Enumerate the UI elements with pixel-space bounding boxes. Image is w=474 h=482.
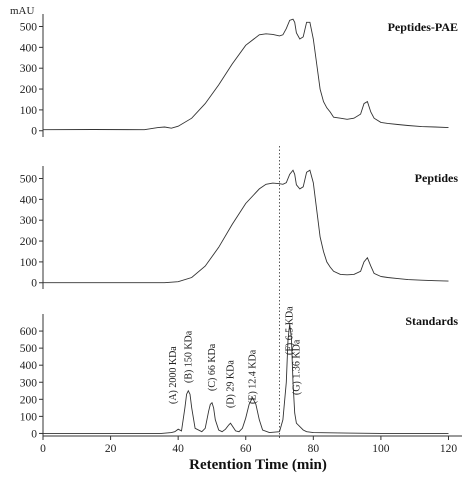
x-tick-label: 40 (172, 443, 184, 455)
chromatogram-trace (43, 169, 449, 284)
y-tick-label: 200 (20, 84, 38, 96)
peak-annotation: (G) 1.36 KDa (291, 339, 302, 395)
chromatogram-trace (42, 18, 449, 131)
x-tick-label: 80 (308, 443, 320, 455)
y-tick-label: 400 (20, 42, 38, 54)
y-tick-label: 500 (20, 22, 38, 34)
y-tick-label: 500 (20, 174, 38, 186)
chromatogram-trace (43, 324, 449, 434)
y-tick-label: 400 (20, 194, 38, 206)
peak-annotation: (B) 150 KDa (183, 330, 194, 383)
y-tick-label: 600 (20, 326, 38, 338)
x-tick-label: 0 (40, 443, 46, 455)
y-tick-label: 300 (20, 377, 38, 389)
panel-title: Peptides-PAE (388, 20, 458, 34)
panel-peptides: Peptides 0 100 200 300 400 500 (20, 166, 459, 290)
x-tick-label: 20 (105, 443, 117, 455)
panel-peptides-pae: Peptides-PAE 0 100 200 300 400 500 (20, 14, 458, 138)
panel-title: Standards (405, 314, 458, 328)
y-tick-label: 200 (20, 394, 38, 406)
y-tick-label: 500 (20, 343, 38, 355)
y-tick-label: 200 (20, 236, 38, 248)
peak-annotation: (D) 29 KDa (226, 360, 237, 408)
x-tick-label: 100 (372, 443, 390, 455)
peak-annotation: (C) 66 KDa (207, 343, 218, 391)
peak-annotation: (F) 6.5 KDa (285, 306, 296, 355)
peak-annotation: (A) 2000 KDa (168, 346, 179, 404)
y-tick-label: 0 (31, 428, 37, 440)
panel-title: Peptides (415, 171, 459, 185)
y-tick-label: 100 (20, 411, 38, 423)
x-tick-label: 120 (440, 443, 458, 455)
y-tick-label: 0 (31, 278, 37, 290)
y-tick-label: 400 (20, 360, 38, 372)
y-tick-label: 300 (20, 63, 38, 75)
x-axis-label: Retention Time (min) (189, 457, 327, 473)
peak-annotation: (E) 12.4 KDa (248, 349, 259, 404)
x-tick-label: 60 (240, 443, 252, 455)
y-unit-label: mAU (10, 5, 35, 17)
y-tick-label: 100 (20, 257, 38, 269)
y-tick-label: 300 (20, 215, 38, 227)
y-tick-label: 0 (31, 126, 37, 138)
y-tick-label: 100 (20, 105, 38, 117)
